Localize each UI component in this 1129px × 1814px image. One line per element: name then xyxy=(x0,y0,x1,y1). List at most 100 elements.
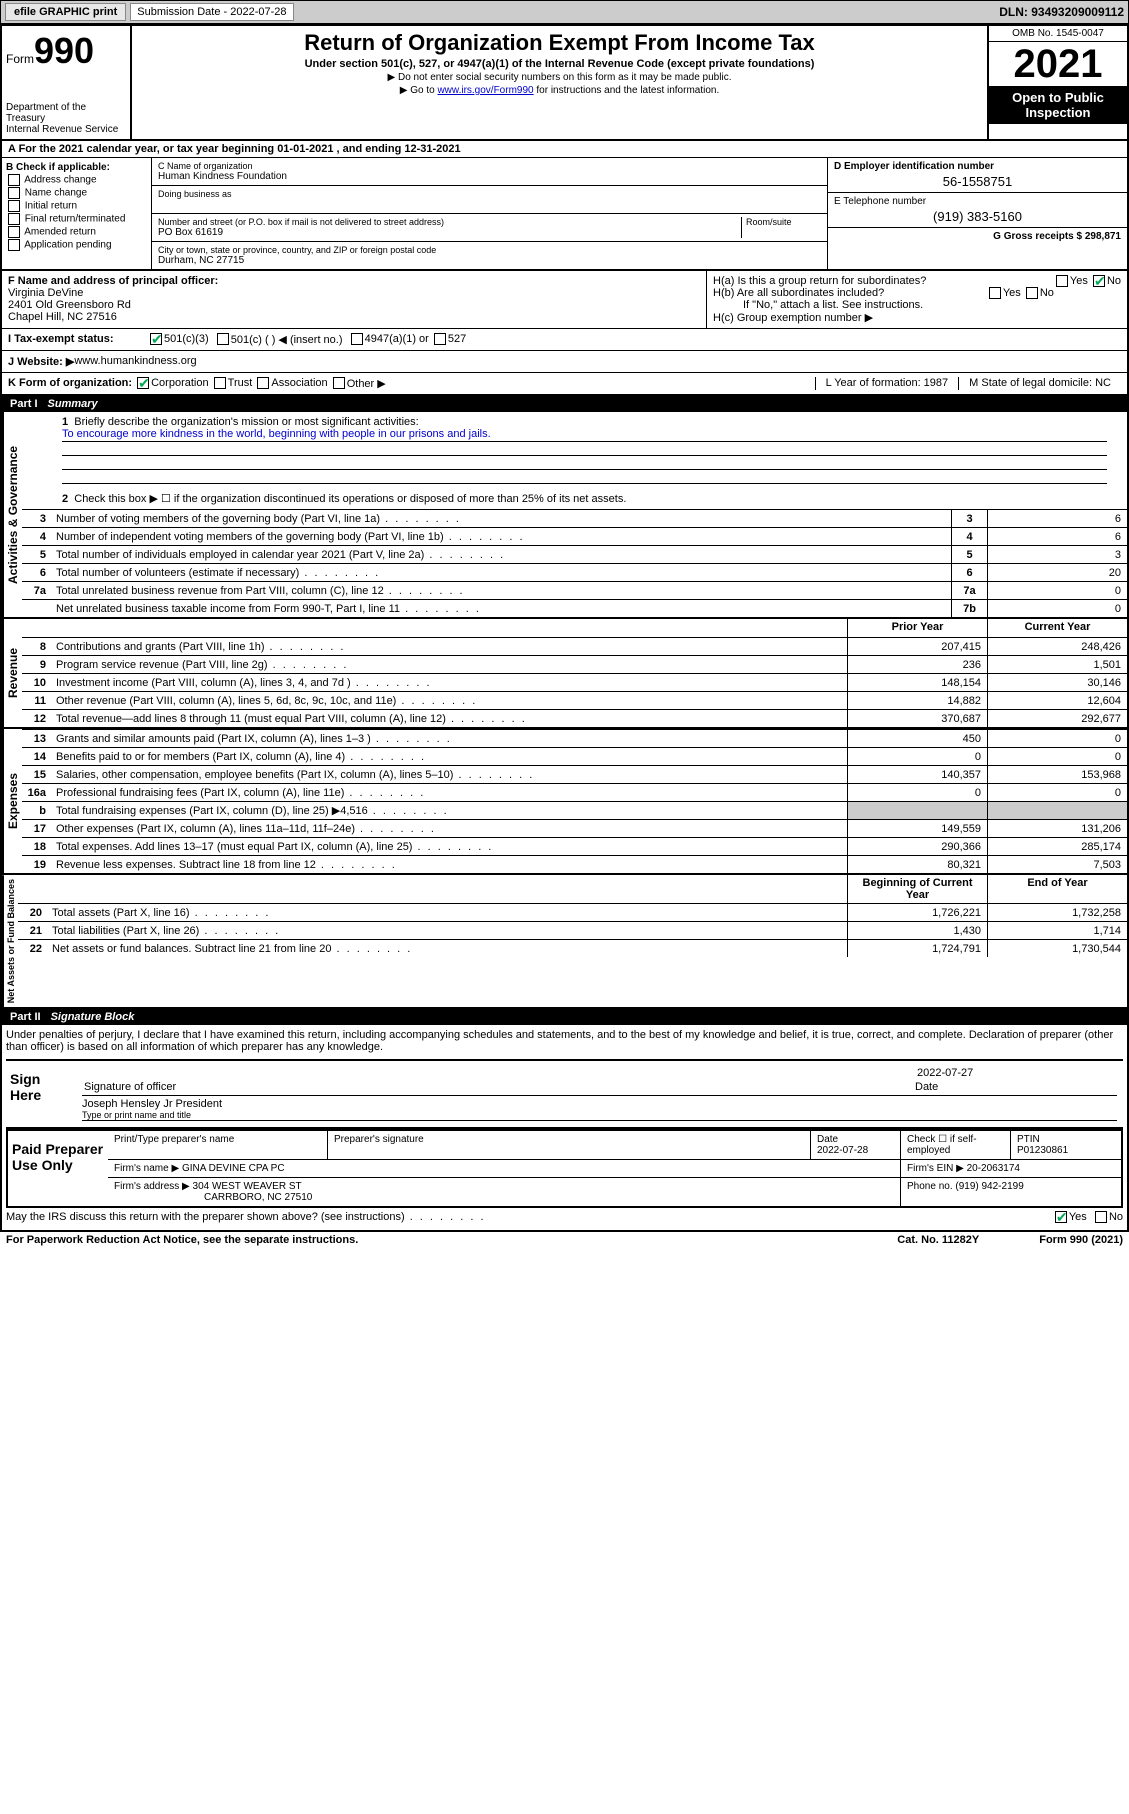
open-inspection: Open to Public Inspection xyxy=(989,86,1127,124)
head-end: End of Year xyxy=(987,875,1127,903)
firm-address: 304 WEST WEAVER ST xyxy=(193,1181,302,1192)
table-row: 3Number of voting members of the governi… xyxy=(22,509,1127,527)
hb-note: If "No," attach a list. See instructions… xyxy=(713,299,1121,311)
table-row: 7aTotal unrelated business revenue from … xyxy=(22,581,1127,599)
check-corporation[interactable] xyxy=(137,377,149,389)
submission-date: Submission Date - 2022-07-28 xyxy=(130,3,293,21)
discuss-yes[interactable] xyxy=(1055,1211,1067,1223)
date-label: Date xyxy=(915,1081,1115,1093)
sig-date: 2022-07-27 xyxy=(917,1067,1117,1079)
table-row: 13Grants and similar amounts paid (Part … xyxy=(22,729,1127,747)
table-row: 4Number of independent voting members of… xyxy=(22,527,1127,545)
tax-period: A For the 2021 calendar year, or tax yea… xyxy=(2,141,1127,158)
signature-block: Under penalties of perjury, I declare th… xyxy=(2,1025,1127,1230)
check-initial-return[interactable]: Initial return xyxy=(6,200,147,212)
vert-netassets: Net Assets or Fund Balances xyxy=(2,875,18,1007)
form-title: Return of Organization Exempt From Incom… xyxy=(136,30,983,56)
ptin-value: P01230861 xyxy=(1017,1145,1068,1156)
officer-addr2: Chapel Hill, NC 27516 xyxy=(8,311,700,323)
check-other[interactable] xyxy=(333,377,345,389)
form-number: 990 xyxy=(34,30,94,71)
table-row: bTotal fundraising expenses (Part IX, co… xyxy=(22,801,1127,819)
table-row: Net unrelated business taxable income fr… xyxy=(22,599,1127,617)
section-f: F Name and address of principal officer:… xyxy=(2,271,707,328)
firm-phone: Phone no. (919) 942-2199 xyxy=(901,1178,1121,1206)
ein-label: D Employer identification number xyxy=(834,161,1121,172)
firm-city: CARRBORO, NC 27510 xyxy=(204,1192,312,1203)
note-ssn: ▶ Do not enter social security numbers o… xyxy=(136,72,983,83)
phone-value: (919) 383-5160 xyxy=(834,209,1121,224)
omb-number: OMB No. 1545-0047 xyxy=(989,26,1127,42)
table-row: 21Total liabilities (Part X, line 26)1,4… xyxy=(18,921,1127,939)
addr-label: Number and street (or P.O. box if mail i… xyxy=(158,217,741,227)
check-pending[interactable]: Application pending xyxy=(6,239,147,251)
footer: For Paperwork Reduction Act Notice, see … xyxy=(0,1232,1129,1248)
table-row: 12Total revenue—add lines 8 through 11 (… xyxy=(22,709,1127,727)
check-name-change[interactable]: Name change xyxy=(6,187,147,199)
officer-addr1: 2401 Old Greensboro Rd xyxy=(8,299,700,311)
table-row: 22Net assets or fund balances. Subtract … xyxy=(18,939,1127,957)
part1-header: Part ISummary xyxy=(2,396,1127,412)
website: www.humankindness.org xyxy=(74,355,196,368)
row-j: J Website: ▶ www.humankindness.org xyxy=(2,351,1127,373)
check-association[interactable] xyxy=(257,377,269,389)
part2-header: Part IISignature Block xyxy=(2,1009,1127,1025)
org-name: Human Kindness Foundation xyxy=(158,171,821,182)
prep-name-label: Print/Type preparer's name xyxy=(108,1131,328,1159)
header-left: Form990 Department of the Treasury Inter… xyxy=(2,26,132,139)
form990-link[interactable]: www.irs.gov/Form990 xyxy=(437,85,533,96)
table-row: 20Total assets (Part X, line 16)1,726,22… xyxy=(18,903,1127,921)
check-501c3[interactable] xyxy=(150,333,162,345)
footer-cat: Cat. No. 11282Y xyxy=(897,1234,979,1246)
head-current: Current Year xyxy=(987,619,1127,637)
prep-sig-label: Preparer's signature xyxy=(328,1131,811,1159)
irs-label: Internal Revenue Service xyxy=(6,124,126,135)
check-527[interactable] xyxy=(434,333,446,345)
check-4947[interactable] xyxy=(351,333,363,345)
row-i: I Tax-exempt status: 501(c)(3) 501(c) ( … xyxy=(2,329,1127,351)
check-501c[interactable] xyxy=(217,333,229,345)
tax-year: 2021 xyxy=(989,42,1127,86)
org-city: Durham, NC 27715 xyxy=(158,255,821,266)
head-prior: Prior Year xyxy=(847,619,987,637)
table-row: 19Revenue less expenses. Subtract line 1… xyxy=(22,855,1127,873)
table-row: 17Other expenses (Part IX, column (A), l… xyxy=(22,819,1127,837)
phone-label: E Telephone number xyxy=(834,196,1121,207)
table-row: 9Program service revenue (Part VIII, lin… xyxy=(22,655,1127,673)
discuss-no[interactable] xyxy=(1095,1211,1107,1223)
paid-preparer-label: Paid Preparer Use Only xyxy=(8,1131,108,1206)
prep-date: 2022-07-28 xyxy=(817,1145,868,1156)
check-trust[interactable] xyxy=(214,377,226,389)
check-final-return[interactable]: Final return/terminated xyxy=(6,213,147,225)
room-label: Room/suite xyxy=(746,217,821,227)
firm-ein: Firm's EIN ▶ 20-2063174 xyxy=(901,1160,1121,1177)
footer-left: For Paperwork Reduction Act Notice, see … xyxy=(6,1234,358,1246)
table-row: 18Total expenses. Add lines 13–17 (must … xyxy=(22,837,1127,855)
note-goto-pre: ▶ Go to xyxy=(400,85,438,96)
check-address-change[interactable]: Address change xyxy=(6,174,147,186)
city-label: City or town, state or province, country… xyxy=(158,245,821,255)
ein-value: 56-1558751 xyxy=(834,174,1121,189)
vert-revenue: Revenue xyxy=(2,619,22,727)
table-row: 6Total number of volunteers (estimate if… xyxy=(22,563,1127,581)
q1: Briefly describe the organization's miss… xyxy=(74,416,418,428)
form-990: Form990 Department of the Treasury Inter… xyxy=(0,24,1129,1232)
sig-officer-label: Signature of officer xyxy=(84,1081,915,1093)
mission-text: To encourage more kindness in the world,… xyxy=(62,428,1107,442)
officer-type-label: Type or print name and title xyxy=(82,1110,1117,1120)
table-row: 10Investment income (Part VIII, column (… xyxy=(22,673,1127,691)
top-bar: efile GRAPHIC print Submission Date - 20… xyxy=(0,0,1129,24)
table-row: 15Salaries, other compensation, employee… xyxy=(22,765,1127,783)
sign-here-label: Sign Here xyxy=(6,1061,76,1127)
firm-name: GINA DEVINE CPA PC xyxy=(182,1163,285,1174)
section-h: H(a) Is this a group return for subordin… xyxy=(707,271,1127,328)
officer-label: F Name and address of principal officer: xyxy=(8,275,700,287)
gross-receipts: G Gross receipts $ 298,871 xyxy=(828,228,1127,245)
header-right: OMB No. 1545-0047 2021 Open to Public In… xyxy=(987,26,1127,139)
check-amended[interactable]: Amended return xyxy=(6,226,147,238)
efile-button[interactable]: efile GRAPHIC print xyxy=(5,3,126,21)
dba-label: Doing business as xyxy=(158,189,821,199)
head-begin: Beginning of Current Year xyxy=(847,875,987,903)
section-b-title: B Check if applicable: xyxy=(6,162,147,173)
dept-treasury: Department of the Treasury xyxy=(6,102,126,124)
